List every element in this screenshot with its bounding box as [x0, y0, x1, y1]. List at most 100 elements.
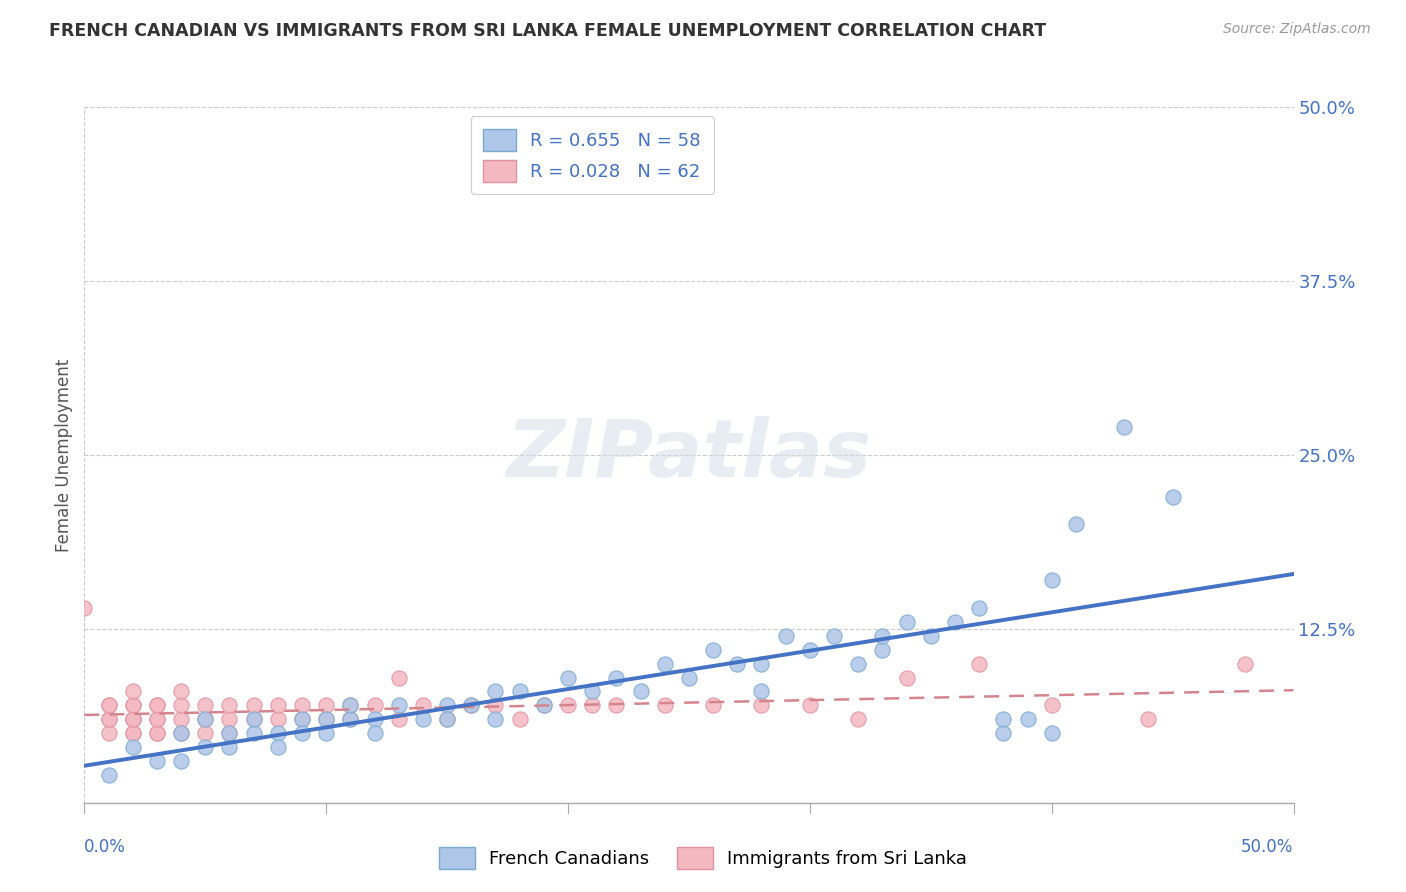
- Point: [775, 629, 797, 643]
- Point: [121, 698, 143, 713]
- Point: [678, 671, 700, 685]
- Point: [121, 712, 143, 726]
- Point: [146, 754, 169, 768]
- Point: [557, 698, 579, 713]
- Point: [846, 657, 869, 671]
- Point: [267, 698, 290, 713]
- Point: [146, 712, 169, 726]
- Point: [97, 712, 120, 726]
- Point: [267, 712, 290, 726]
- Point: [388, 712, 411, 726]
- Text: Source: ZipAtlas.com: Source: ZipAtlas.com: [1223, 22, 1371, 37]
- Point: [920, 629, 942, 643]
- Point: [1161, 490, 1184, 504]
- Point: [315, 698, 337, 713]
- Point: [943, 615, 966, 629]
- Point: [484, 712, 506, 726]
- Point: [194, 712, 217, 726]
- Point: [291, 726, 314, 740]
- Point: [846, 712, 869, 726]
- Point: [121, 726, 143, 740]
- Point: [967, 601, 990, 615]
- Point: [121, 726, 143, 740]
- Point: [436, 712, 458, 726]
- Point: [315, 712, 337, 726]
- Point: [218, 726, 240, 740]
- Point: [484, 684, 506, 698]
- Point: [315, 726, 337, 740]
- Point: [194, 740, 217, 755]
- Point: [170, 726, 193, 740]
- Point: [73, 601, 96, 615]
- Point: [315, 712, 337, 726]
- Point: [993, 726, 1015, 740]
- Point: [1114, 420, 1136, 434]
- Point: [146, 726, 169, 740]
- Point: [242, 726, 264, 740]
- Point: [121, 712, 143, 726]
- Point: [751, 684, 773, 698]
- Point: [533, 698, 555, 713]
- Point: [605, 671, 627, 685]
- Point: [751, 698, 773, 713]
- Point: [339, 712, 361, 726]
- Point: [146, 726, 169, 740]
- Text: FRENCH CANADIAN VS IMMIGRANTS FROM SRI LANKA FEMALE UNEMPLOYMENT CORRELATION CHA: FRENCH CANADIAN VS IMMIGRANTS FROM SRI L…: [49, 22, 1046, 40]
- Point: [460, 698, 482, 713]
- Point: [799, 642, 821, 657]
- Point: [702, 698, 724, 713]
- Point: [242, 712, 264, 726]
- Point: [242, 698, 264, 713]
- Point: [605, 698, 627, 713]
- Point: [533, 698, 555, 713]
- Point: [702, 642, 724, 657]
- Y-axis label: Female Unemployment: Female Unemployment: [55, 359, 73, 551]
- Point: [557, 671, 579, 685]
- Point: [218, 740, 240, 755]
- Point: [97, 712, 120, 726]
- Point: [339, 712, 361, 726]
- Point: [363, 712, 385, 726]
- Point: [460, 698, 482, 713]
- Point: [823, 629, 845, 643]
- Point: [412, 698, 434, 713]
- Point: [121, 712, 143, 726]
- Text: ZIPatlas: ZIPatlas: [506, 416, 872, 494]
- Point: [97, 698, 120, 713]
- Point: [436, 698, 458, 713]
- Point: [654, 698, 676, 713]
- Point: [170, 712, 193, 726]
- Point: [896, 671, 918, 685]
- Point: [121, 698, 143, 713]
- Point: [967, 657, 990, 671]
- Point: [509, 684, 531, 698]
- Point: [1064, 517, 1087, 532]
- Point: [97, 768, 120, 782]
- Point: [194, 698, 217, 713]
- Point: [509, 712, 531, 726]
- Point: [725, 657, 748, 671]
- Point: [291, 712, 314, 726]
- Point: [291, 698, 314, 713]
- Legend: R = 0.655   N = 58, R = 0.028   N = 62: R = 0.655 N = 58, R = 0.028 N = 62: [471, 116, 714, 194]
- Point: [146, 698, 169, 713]
- Point: [218, 698, 240, 713]
- Point: [1234, 657, 1257, 671]
- Point: [872, 642, 894, 657]
- Point: [218, 726, 240, 740]
- Point: [170, 726, 193, 740]
- Point: [630, 684, 652, 698]
- Point: [581, 698, 603, 713]
- Point: [1040, 698, 1063, 713]
- Point: [242, 712, 264, 726]
- Point: [170, 754, 193, 768]
- Point: [194, 712, 217, 726]
- Legend: French Canadians, Immigrants from Sri Lanka: French Canadians, Immigrants from Sri La…: [430, 838, 976, 879]
- Point: [170, 698, 193, 713]
- Point: [581, 684, 603, 698]
- Point: [872, 629, 894, 643]
- Point: [1137, 712, 1160, 726]
- Point: [993, 712, 1015, 726]
- Point: [121, 740, 143, 755]
- Point: [436, 712, 458, 726]
